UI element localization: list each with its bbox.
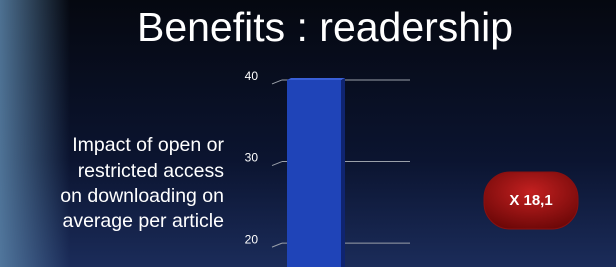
description-line: restricted access xyxy=(78,160,225,182)
y-tick-label: 40 xyxy=(245,69,259,83)
bar xyxy=(287,80,341,267)
y-tick-label: 30 xyxy=(245,151,259,165)
bar-top xyxy=(287,78,345,80)
page: Benefits : readership Impact of open or … xyxy=(0,0,616,267)
slide-title: Benefits : readership xyxy=(137,4,513,50)
description-line: Impact of open or xyxy=(72,134,224,156)
bar-side xyxy=(341,78,345,267)
background-edge xyxy=(0,0,70,267)
description-line: average per article xyxy=(62,210,224,232)
y-tick-label: 20 xyxy=(245,232,259,246)
description-line: on downloading on xyxy=(60,185,224,207)
annotation: X 18,1 xyxy=(509,192,552,209)
slide: Benefits : readership Impact of open or … xyxy=(0,0,616,267)
